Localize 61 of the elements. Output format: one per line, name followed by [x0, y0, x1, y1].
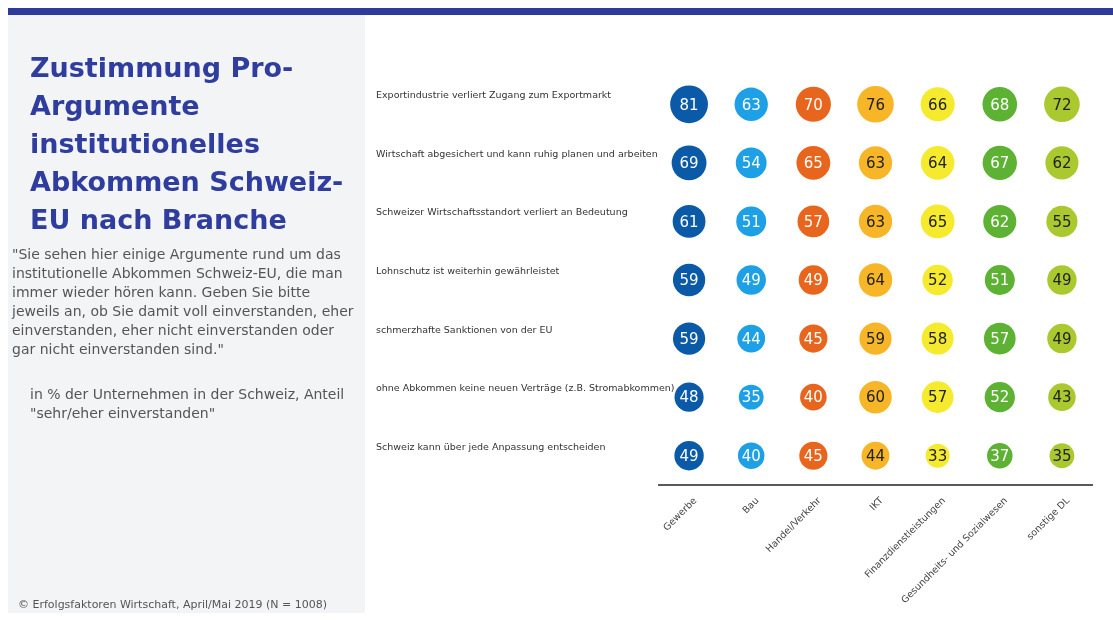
x-tick-label: Bau: [739, 494, 761, 516]
data-label: 51: [741, 212, 761, 231]
y-tick-label: schmerzhafte Sanktionen von der EU: [376, 323, 553, 335]
data-label: 64: [865, 271, 886, 290]
data-label: 49: [803, 271, 823, 290]
data-label: 57: [990, 329, 1010, 348]
data-label: 62: [1052, 154, 1072, 173]
data-label: 37: [990, 447, 1010, 466]
y-tick-label: Wirtschaft abgesichert und kann ruhig planen und arbeiten: [376, 147, 658, 159]
data-label: 35: [1052, 447, 1072, 466]
data-label: 45: [803, 329, 823, 348]
data-label: 65: [803, 154, 823, 173]
data-label: 61: [679, 212, 699, 231]
data-label: 63: [741, 95, 761, 114]
y-tick-label: Exportindustrie verliert Zugang zum Exportmarkt: [376, 89, 612, 101]
data-label: 63: [865, 212, 886, 231]
data-label: 49: [741, 271, 761, 290]
data-label: 54: [741, 154, 761, 173]
data-label: 65: [928, 212, 948, 231]
data-label: 59: [679, 329, 699, 348]
text: "Sie sehen hier einige Argumente rund um das institutionelle Abkommen Schweiz-EU, die man immer wieder hören kann. Geben Sie bitte jeweils an, ob Sie damit voll einverstanden, eher einverstanden, eher nicht einverstanden oder gar nicht einverstanden sind.": [12, 245, 355, 359]
data-label: 63: [865, 154, 886, 173]
data-label: 59: [679, 271, 699, 290]
data-label: 69: [679, 154, 699, 173]
y-tick-label: Lohnschutz ist weiterhin gewährleistet: [376, 265, 560, 276]
y-tick-label: Schweiz kann über jede Anpassung entscheiden: [376, 440, 606, 452]
text: © Erfolgsfaktoren Wirtschaft, April/Mai 2019 (N = 1008): [18, 598, 328, 611]
data-label: 49: [1052, 329, 1072, 348]
data-label: 58: [928, 329, 948, 348]
data-label: 33: [928, 447, 948, 466]
data-label: 57: [928, 388, 948, 407]
data-label: 44: [741, 329, 761, 348]
data-label: 40: [803, 388, 823, 407]
data-label: 43: [1052, 388, 1072, 407]
data-label: 68: [990, 95, 1010, 114]
data-label: 52: [928, 271, 948, 290]
data-label: 40: [741, 447, 761, 466]
data-label: 44: [865, 447, 886, 466]
data-label: 72: [1052, 95, 1072, 114]
data-label: 55: [1052, 212, 1072, 231]
y-tick-label: ohne Abkommen keine neuen Verträge (z.B. Stromabkommen): [376, 382, 675, 394]
data-label: 51: [990, 271, 1010, 290]
data-label: 48: [679, 388, 699, 407]
data-label: 67: [990, 154, 1010, 173]
data-label: 59: [865, 329, 886, 348]
text: in % der Unternehmen in der Schweiz, Anteil "sehr/eher einverstanden": [30, 385, 346, 423]
data-label: 66: [928, 95, 948, 114]
data-label: 81: [679, 95, 699, 114]
data-label: 35: [741, 388, 761, 407]
data-label: 76: [865, 95, 886, 114]
data-label: 60: [865, 388, 886, 407]
data-label: 49: [1052, 271, 1072, 290]
data-label: 49: [679, 447, 699, 466]
text: Zustimmung Pro-Argumente institutionelles Abkommen Schweiz-EU nach Branche: [30, 51, 345, 237]
data-label: 64: [928, 154, 948, 173]
data-label: 62: [990, 212, 1010, 231]
data-label: 45: [803, 447, 823, 466]
data-label: 52: [990, 388, 1010, 407]
data-label: 70: [803, 95, 823, 114]
y-tick-label: Schweizer Wirtschaftsstandort verliert an Bedeutung: [376, 206, 628, 218]
data-label: 57: [803, 212, 823, 231]
